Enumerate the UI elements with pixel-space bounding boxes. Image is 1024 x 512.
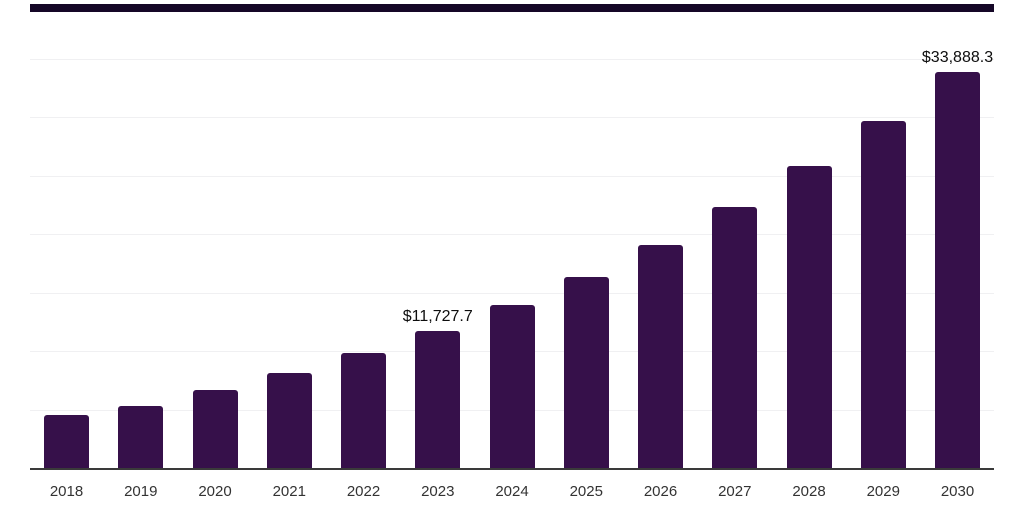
bar-slot-2029 <box>860 121 906 468</box>
bar-slot-2021 <box>266 373 312 468</box>
x-tick-2018: 2018 <box>49 483 84 500</box>
bar-2018 <box>44 415 89 468</box>
x-tick-2030: 2030 <box>940 483 975 500</box>
bar-slot-2024 <box>489 305 535 468</box>
bar-slot-2020 <box>192 390 238 468</box>
x-tick-2028: 2028 <box>792 483 826 500</box>
bars-group: $11,727.7 $33,888.3 <box>30 0 994 468</box>
bar-slot-2019 <box>118 406 164 468</box>
chart-top-border <box>30 4 994 12</box>
bar-2019 <box>118 406 164 468</box>
bar-value-label-2030: $33,888.3 <box>921 48 994 66</box>
bar-slot-2018 <box>44 415 89 468</box>
x-tick-2020: 2020 <box>198 483 232 500</box>
bar-2028 <box>786 166 832 468</box>
bar-2030 <box>935 71 980 468</box>
x-tick-2022: 2022 <box>346 483 381 500</box>
x-tick-2026: 2026 <box>643 483 678 500</box>
bar-2025 <box>563 276 609 468</box>
bar-2024 <box>489 305 535 468</box>
bar-value-label-2023: $11,727.7 <box>402 307 473 325</box>
x-tick-2021: 2021 <box>272 483 306 500</box>
gridline <box>30 58 994 60</box>
bar-2022 <box>341 353 386 468</box>
x-tick-2024: 2024 <box>495 483 529 500</box>
x-tick-2019: 2019 <box>124 483 158 500</box>
bar-2020 <box>192 390 238 468</box>
bar-2027 <box>712 207 758 468</box>
x-tick-2025: 2025 <box>569 483 603 500</box>
bar-2021 <box>266 373 312 468</box>
x-tick-2027: 2027 <box>718 483 752 500</box>
bar-slot-2027 <box>712 207 758 468</box>
bar-slot-2023: $11,727.7 <box>403 308 473 468</box>
bar-slot-2026 <box>638 244 683 468</box>
bar-slot-2030: $33,888.3 <box>922 49 993 468</box>
x-tick-2029: 2029 <box>866 483 900 500</box>
bar-slot-2025 <box>563 276 609 468</box>
gridline <box>30 117 994 118</box>
gridline <box>30 175 994 177</box>
x-tick-2023: 2023 <box>421 483 455 500</box>
bar-2026 <box>638 244 683 468</box>
gridline <box>30 234 994 235</box>
x-axis-line <box>30 468 994 470</box>
bar-slot-2028 <box>786 166 832 468</box>
bar-2023 <box>415 330 461 468</box>
bar-2029 <box>860 121 906 468</box>
bar-slot-2022 <box>341 353 386 468</box>
gridline <box>30 292 994 294</box>
x-axis-ticks: 2018 2019 2020 2021 2022 2023 2024 2025 2026 2027… <box>30 483 994 503</box>
